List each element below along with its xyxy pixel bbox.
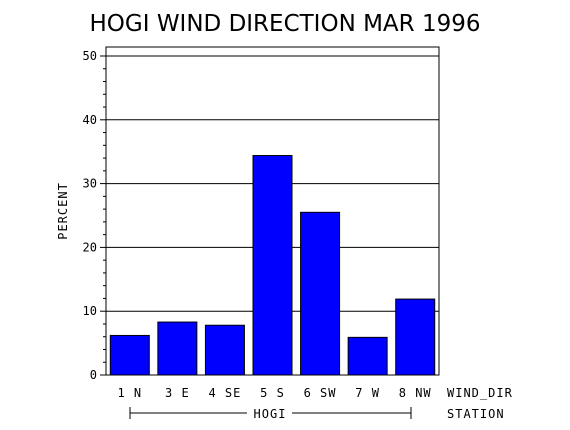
y-tick-label: 30	[83, 177, 97, 191]
bar	[395, 298, 436, 376]
bar	[347, 336, 388, 376]
y-axis-label: PERCENT	[56, 182, 70, 240]
group-bracket	[129, 407, 412, 419]
bar	[109, 334, 150, 376]
bars	[109, 155, 436, 376]
x-tick-label: 8 NW	[399, 386, 432, 400]
bar	[300, 211, 341, 376]
y-tick-label: 10	[83, 304, 97, 318]
x-axis-label: WIND_DIR	[447, 386, 513, 400]
x-tick-label: 1 N	[117, 386, 142, 400]
y-tick-label: 40	[83, 113, 97, 127]
bar	[252, 155, 293, 376]
x-tick-label: 4 SE	[208, 386, 241, 400]
y-tick-label: 20	[83, 240, 97, 254]
y-tick-label: 50	[83, 49, 97, 63]
bar	[204, 324, 245, 376]
group-label: HOGI	[254, 407, 287, 421]
x-tick-label: 6 SW	[304, 386, 337, 400]
x-tick-label: 7 W	[355, 386, 380, 400]
x-tick-label: 5 S	[260, 386, 285, 400]
x-tick-label: 3 E	[165, 386, 190, 400]
y-axis: 0 10 20 30 40 50	[83, 49, 106, 382]
bar	[157, 321, 198, 376]
group-axis-label: STATION	[447, 407, 505, 421]
y-tick-label: 0	[90, 368, 97, 382]
x-tick-labels: 1 N 3 E 4 SE 5 S 6 SW 7 W 8 NW	[117, 386, 432, 400]
chart-title: HOGI WIND DIRECTION MAR 1996	[90, 11, 481, 37]
plot-frame	[105, 46, 440, 376]
